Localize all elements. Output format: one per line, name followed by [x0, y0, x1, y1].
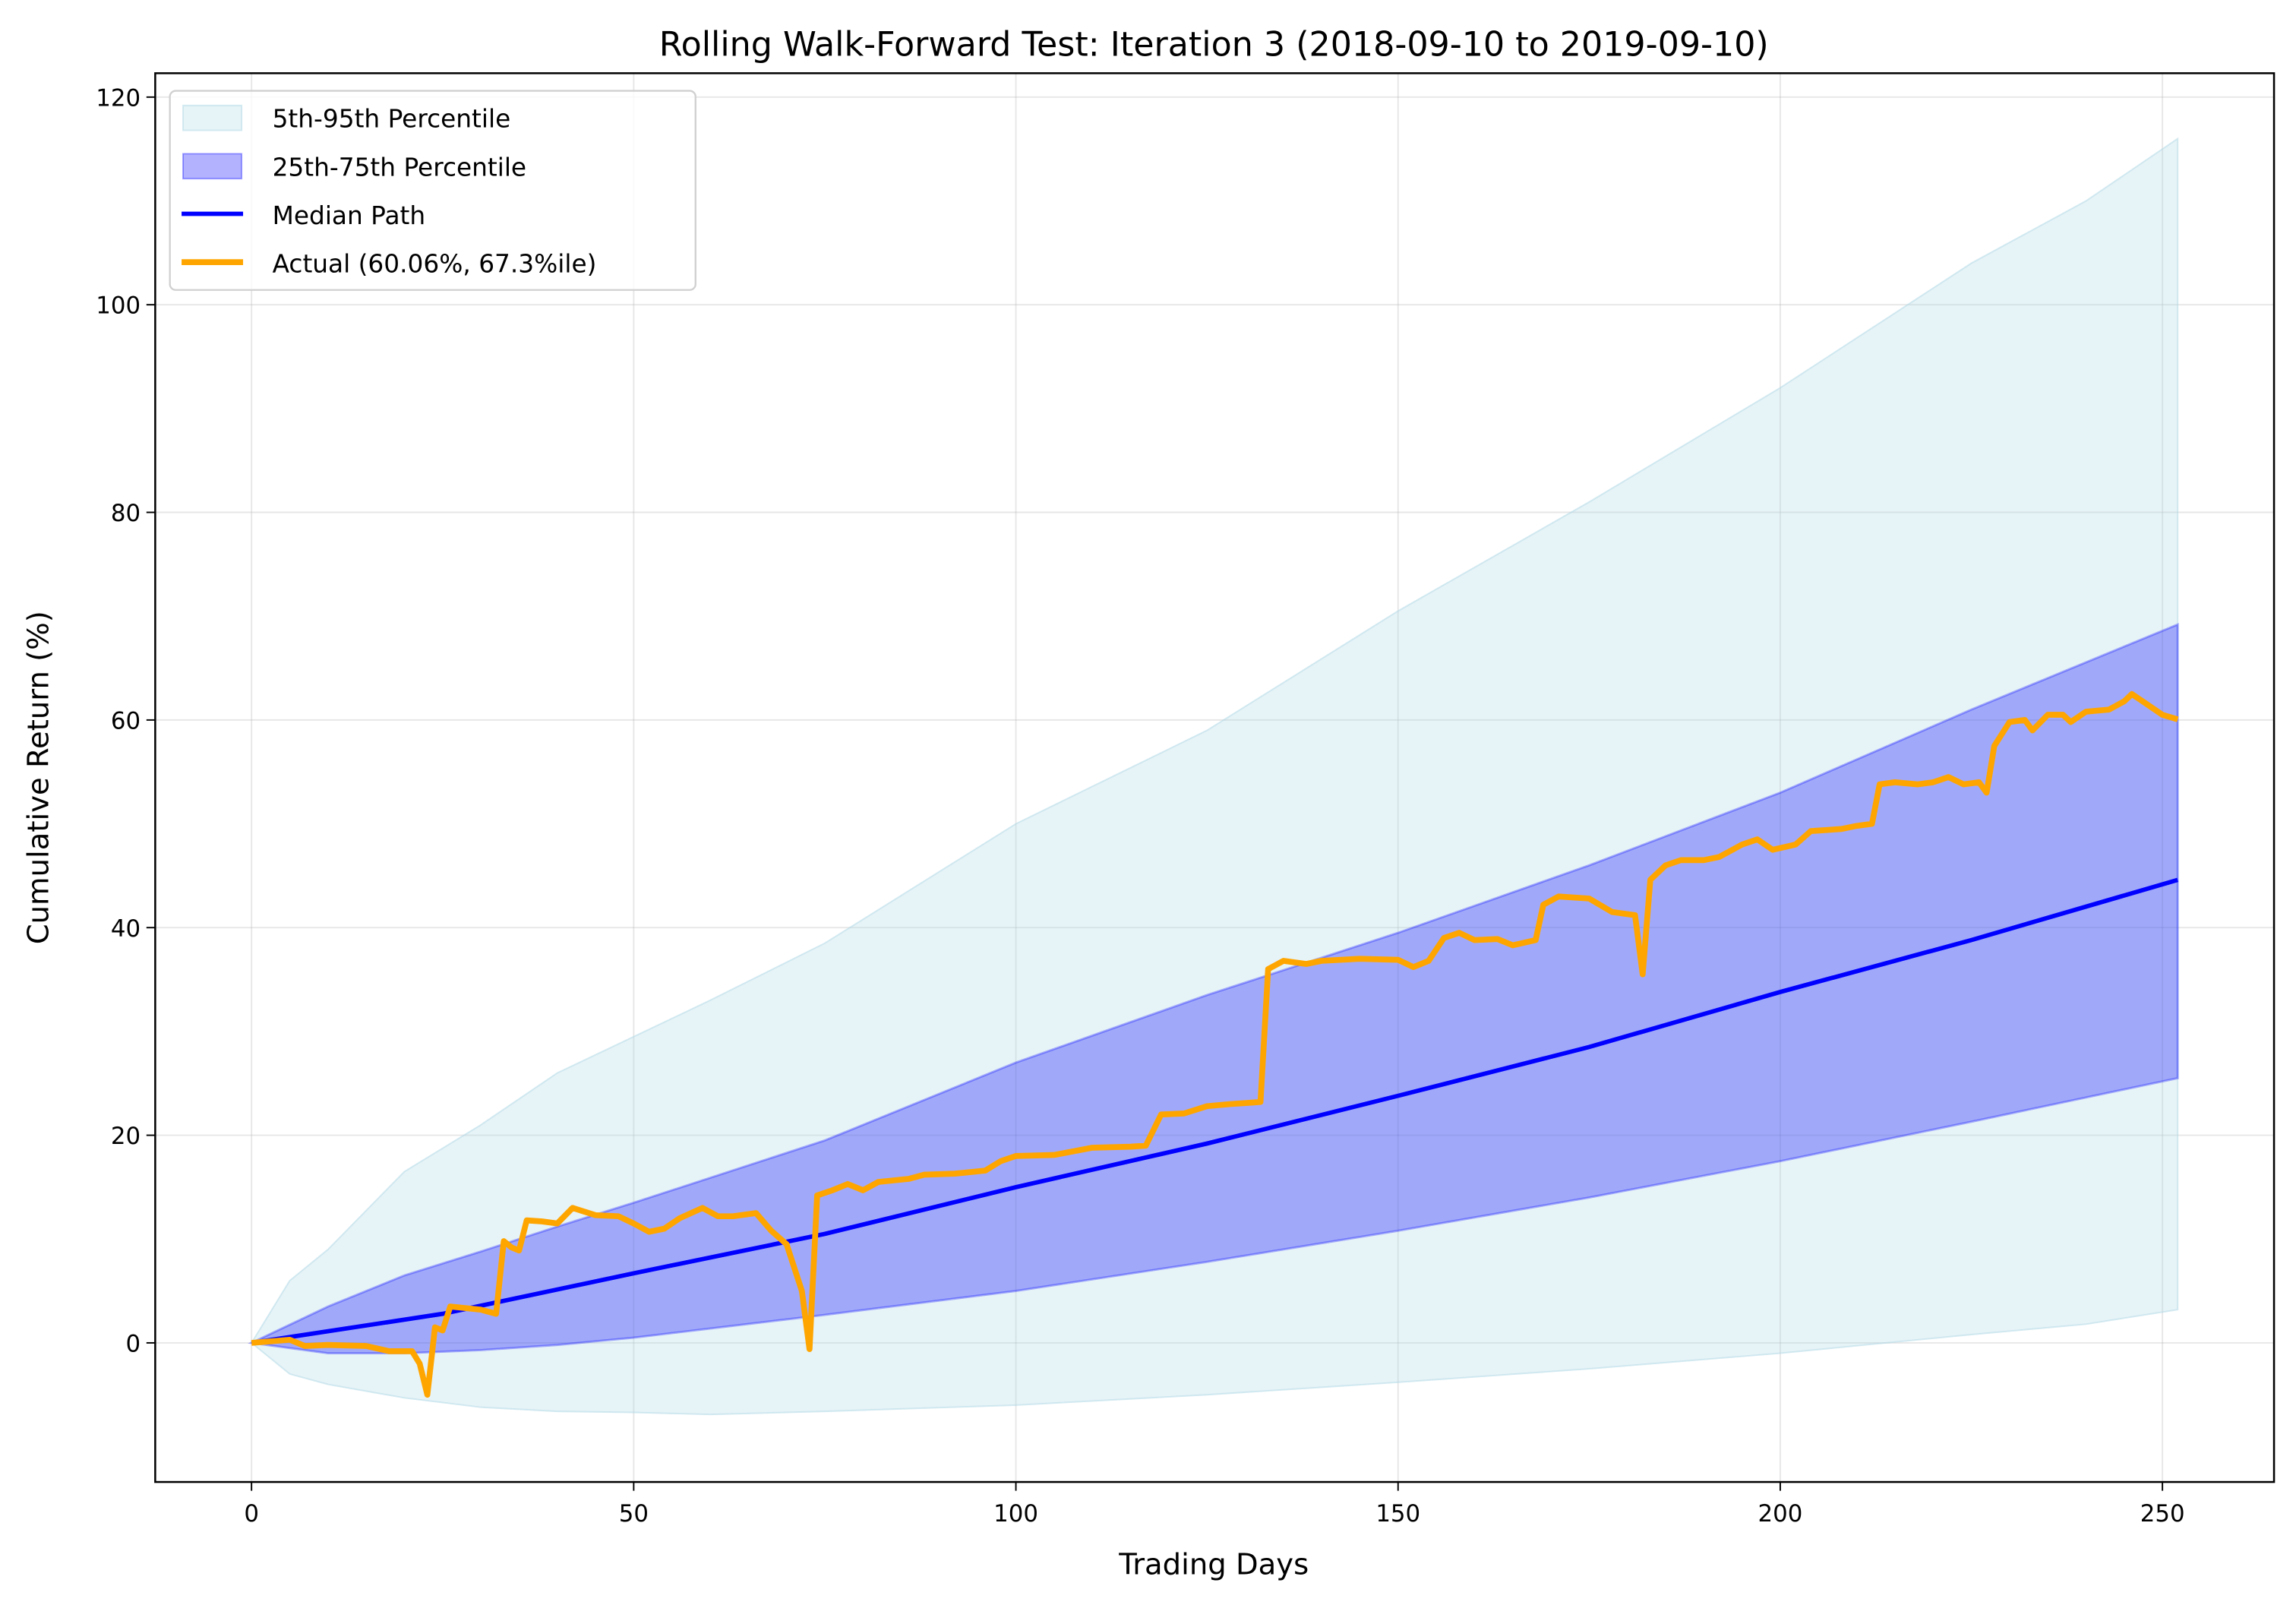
legend-box: [169, 90, 696, 291]
x-tick-label: 100: [993, 1500, 1038, 1528]
chart-title: Rolling Walk-Forward Test: Iteration 3 (…: [659, 25, 1769, 64]
x-tick-label: 250: [2140, 1500, 2185, 1528]
plot-frame: [154, 72, 2275, 1483]
y-tick-label: 0: [125, 1330, 141, 1357]
x-tick-label: 0: [244, 1500, 259, 1528]
y-tick-label: 100: [96, 292, 141, 320]
band-5th-95th-percentile: [250, 137, 2179, 1416]
x-axis-label: Trading Days: [1118, 1548, 1309, 1582]
grid: [155, 73, 2275, 1483]
y-tick-label: 20: [111, 1123, 141, 1150]
x-axis-ticks: 0 50 100 150 200 250: [244, 1482, 2185, 1528]
legend-swatch-p25-p75: [182, 153, 243, 180]
y-tick-label: 120: [96, 84, 141, 112]
legend-swatch-p5-p95: [182, 104, 243, 131]
y-tick-label: 80: [111, 500, 141, 527]
actual-path-line: [251, 690, 2179, 1398]
y-tick-label: 60: [111, 707, 141, 735]
y-axis-label: Cumulative Return (%): [22, 611, 56, 944]
legend: 5th-95th Percentile 25th-75th Percentile…: [169, 90, 696, 291]
lines: [251, 690, 2179, 1398]
legend-label-p25-p75: 25th-75th Percentile: [273, 153, 527, 182]
median-path-line: [251, 877, 2179, 1345]
x-tick-label: 150: [1375, 1500, 1420, 1528]
x-tick-label: 50: [619, 1500, 649, 1528]
x-tick-label: 200: [1758, 1500, 1803, 1528]
legend-label-actual: Actual (60.06%, 67.3%ile): [273, 250, 597, 279]
legend-label-p5-p95: 5th-95th Percentile: [273, 105, 511, 134]
legend-label-median: Median Path: [273, 201, 426, 230]
y-axis-ticks: 0 20 40 60 80 100 120: [96, 84, 156, 1357]
y-tick-label: 40: [111, 915, 141, 943]
